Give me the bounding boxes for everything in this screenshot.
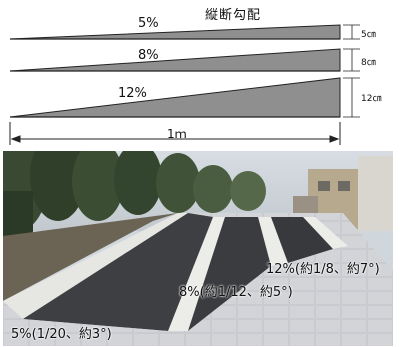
curb-left bbox=[3, 213, 188, 319]
height-bracket-12 bbox=[343, 77, 360, 118]
curb-right bbox=[258, 217, 288, 266]
photo-label-5-percent: 5%(1/20、約3°) bbox=[11, 327, 112, 342]
span-dimension bbox=[9, 122, 341, 145]
planting-strip bbox=[3, 213, 178, 301]
wedge-8-percent bbox=[9, 48, 341, 72]
ramp-medium bbox=[188, 217, 271, 331]
wedge-5-percent bbox=[9, 24, 341, 40]
foreground-paving bbox=[3, 246, 393, 346]
trees bbox=[3, 151, 266, 281]
photo-label-12-percent: 12%(約1/8、約7°) bbox=[266, 262, 380, 277]
wedge-slope-label-8: 8% bbox=[138, 48, 159, 63]
ramp-photo: 12%(約1/8、約7°) 8%(約1/12、約5°) 5%(1/20、約3°) bbox=[3, 151, 393, 346]
height-bracket-8 bbox=[343, 48, 360, 72]
height-label-12: 12㎝ bbox=[360, 91, 383, 104]
gradient-diagram-graphic bbox=[9, 24, 360, 145]
ramp-steep bbox=[271, 217, 333, 263]
ramp-gentle bbox=[23, 213, 213, 331]
wedge-12-percent bbox=[9, 77, 341, 118]
photo-label-8-percent: 8%(約1/12、約5°) bbox=[179, 285, 293, 300]
curb-far-right bbox=[303, 217, 348, 249]
height-label-8: 8㎝ bbox=[360, 55, 377, 68]
height-label-5: 5㎝ bbox=[360, 27, 377, 40]
wedge-slope-label-5: 5% bbox=[138, 16, 159, 31]
wedge-slope-label-12: 12% bbox=[118, 86, 147, 101]
diagram-title: 縦断勾配 bbox=[205, 8, 262, 23]
curb-middle bbox=[168, 217, 225, 331]
span-label: 1ｍ bbox=[167, 127, 187, 141]
gradient-diagram: 縦断勾配 5% 8% 12% 5㎝ 8㎝ 12㎝ 1ｍ bbox=[0, 0, 400, 150]
height-bracket-5 bbox=[343, 24, 360, 40]
ramp-photo-graphic bbox=[3, 151, 393, 346]
